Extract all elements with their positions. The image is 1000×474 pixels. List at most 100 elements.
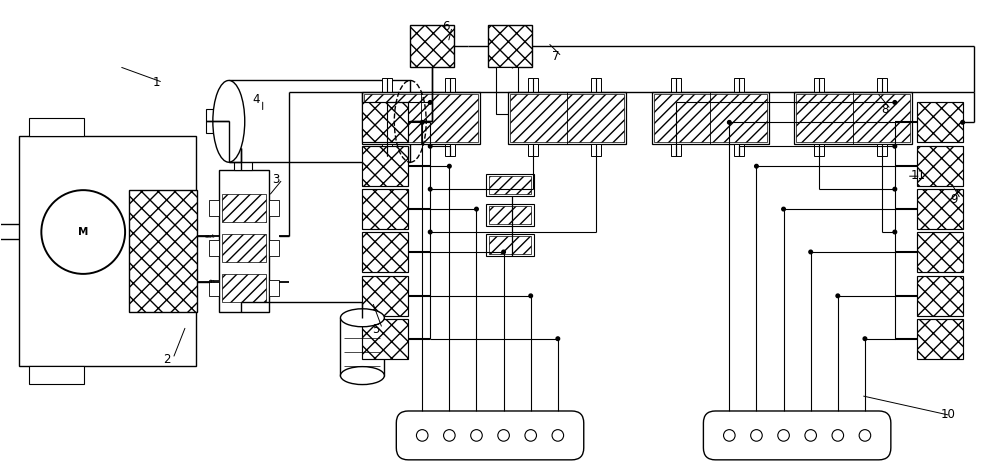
Bar [209,240,219,256]
Text: out: out [204,234,215,238]
Text: 7: 7 [552,49,559,63]
Bar [362,189,408,229]
Bar [234,148,252,170]
Bar [489,206,531,224]
Circle shape [893,187,897,191]
Circle shape [420,120,424,124]
Bar [486,204,534,226]
Bar [222,194,266,222]
Circle shape [755,164,758,168]
Bar [445,79,455,92]
Bar [917,146,963,186]
Circle shape [428,187,432,191]
Text: 1: 1 [153,76,161,90]
Bar [222,274,266,302]
Text: 3: 3 [273,173,280,186]
Ellipse shape [213,81,245,162]
FancyBboxPatch shape [703,411,891,460]
Bar [488,25,532,66]
Bar [382,79,392,92]
FancyBboxPatch shape [396,411,584,460]
Text: 8: 8 [881,103,888,116]
Bar [917,102,963,142]
Circle shape [893,145,897,148]
Bar [29,365,84,383]
Bar [489,236,531,254]
Circle shape [529,294,533,298]
Text: 5: 5 [372,323,380,336]
Bar [486,234,534,256]
Bar [129,190,197,312]
Bar [29,118,84,137]
Circle shape [836,294,840,298]
Bar [917,232,963,272]
Circle shape [502,250,505,254]
Bar [671,144,681,156]
Bar [340,318,384,375]
Ellipse shape [340,366,384,384]
Bar [362,232,408,272]
Circle shape [475,207,478,211]
Bar [382,144,392,156]
Bar [362,319,408,359]
Circle shape [448,164,451,168]
Circle shape [893,100,897,104]
Bar [814,144,824,156]
Bar [362,146,408,186]
Text: 6: 6 [442,19,450,33]
Bar [410,25,454,66]
Bar [734,79,744,92]
Bar [794,92,912,144]
Bar [269,240,279,256]
Bar [591,144,601,156]
Circle shape [782,207,785,211]
Text: 11: 11 [911,169,926,182]
Bar [528,144,538,156]
Text: 4: 4 [253,93,260,106]
Bar [917,276,963,316]
Bar [654,94,767,142]
Bar [508,92,626,144]
Bar [496,66,518,114]
Bar [206,109,229,133]
Bar [364,94,478,142]
Bar [877,79,887,92]
Bar [486,174,534,196]
Text: 2: 2 [163,353,170,365]
Bar [19,137,196,365]
Bar [269,280,279,296]
Bar [652,92,769,144]
Bar [489,176,531,194]
Bar [510,94,624,142]
Bar [445,144,455,156]
Circle shape [728,120,731,124]
Bar [734,144,744,156]
Bar [591,79,601,92]
Bar [209,280,219,296]
Bar [362,92,480,144]
Bar [229,81,410,162]
Bar [362,102,408,142]
Text: in: in [209,279,215,284]
Text: 9: 9 [951,193,958,206]
Circle shape [961,120,964,124]
Bar [222,234,266,262]
Bar [814,79,824,92]
Bar [209,200,219,216]
Circle shape [428,145,432,148]
Bar [877,144,887,156]
Bar [917,189,963,229]
Bar [671,79,681,92]
Bar [269,200,279,216]
Bar [528,79,538,92]
Text: 10: 10 [941,409,956,421]
Circle shape [893,230,897,234]
Bar [219,170,269,312]
Text: M: M [78,227,88,237]
Bar [796,94,910,142]
Circle shape [556,337,560,340]
Circle shape [428,100,432,104]
Circle shape [863,337,867,340]
Circle shape [809,250,812,254]
Bar [362,276,408,316]
